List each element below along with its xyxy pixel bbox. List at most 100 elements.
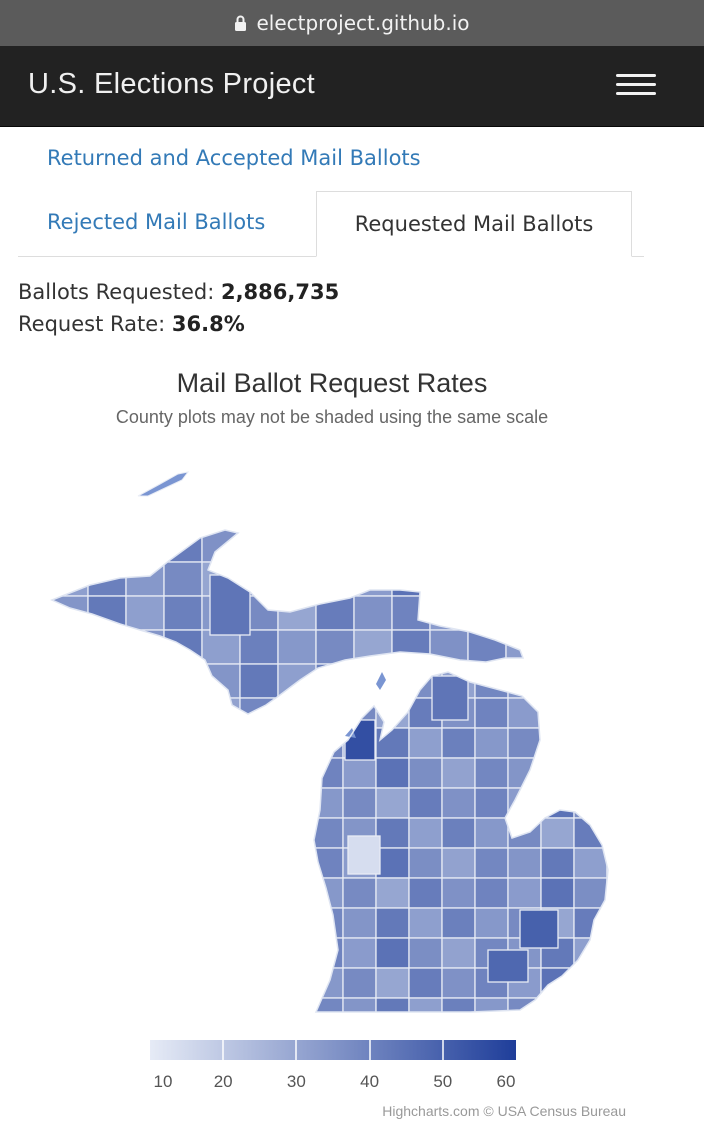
county-shape[interactable] — [125, 663, 165, 699]
county-shape[interactable] — [606, 757, 640, 789]
county-shape[interactable] — [310, 907, 344, 939]
county-shape[interactable] — [391, 595, 431, 631]
county-shape[interactable] — [573, 937, 608, 969]
county-shape[interactable] — [344, 719, 376, 761]
county-shape[interactable] — [310, 877, 344, 909]
county-shape[interactable] — [375, 937, 410, 969]
county-shape[interactable] — [573, 757, 608, 789]
county-shape[interactable] — [50, 561, 89, 597]
county-shape[interactable] — [474, 727, 509, 759]
county-shape[interactable] — [342, 967, 377, 999]
county-shape[interactable] — [87, 697, 127, 732]
county-shape[interactable] — [573, 668, 608, 699]
county-shape[interactable] — [310, 757, 344, 789]
county-shape[interactable] — [342, 757, 377, 789]
county-shape[interactable] — [375, 787, 410, 819]
county-shape[interactable] — [441, 847, 476, 879]
county-shape[interactable] — [441, 727, 476, 759]
hamburger-menu-icon[interactable] — [616, 74, 658, 100]
county-shape[interactable] — [87, 663, 127, 699]
county-shape[interactable] — [50, 697, 89, 732]
county-shape[interactable] — [474, 907, 509, 939]
county-shape[interactable] — [408, 967, 443, 999]
county-shape[interactable] — [573, 817, 608, 849]
county-shape[interactable] — [441, 787, 476, 819]
county-shape[interactable] — [507, 847, 542, 879]
county-shape[interactable] — [353, 595, 393, 631]
county-shape[interactable] — [474, 668, 509, 699]
county-shape[interactable] — [429, 528, 469, 563]
county-shape[interactable] — [163, 629, 203, 665]
county-shape[interactable] — [408, 997, 443, 1028]
county-shape[interactable] — [50, 528, 89, 563]
county-shape[interactable] — [606, 907, 640, 939]
county-shape[interactable] — [408, 907, 443, 939]
county-shape[interactable] — [87, 629, 127, 665]
county-shape[interactable] — [277, 561, 317, 597]
county-shape[interactable] — [606, 937, 640, 969]
county-shape[interactable] — [342, 668, 377, 699]
county-shape[interactable] — [125, 528, 165, 563]
county-shape[interactable] — [310, 727, 344, 759]
county-shape[interactable] — [606, 727, 640, 759]
county-shape[interactable] — [315, 561, 355, 597]
county-shape[interactable] — [441, 937, 476, 969]
county-shape[interactable] — [573, 967, 608, 999]
county-shape[interactable] — [347, 835, 381, 875]
county-shape[interactable] — [505, 528, 544, 563]
county-shape[interactable] — [540, 817, 575, 849]
county-shape[interactable] — [474, 787, 509, 819]
county-shape[interactable] — [573, 907, 608, 939]
county-shape[interactable] — [353, 629, 393, 665]
county-shape[interactable] — [315, 697, 355, 732]
county-shape[interactable] — [310, 967, 344, 999]
county-shape[interactable] — [408, 877, 443, 909]
county-shape[interactable] — [606, 787, 640, 819]
county-shape[interactable] — [163, 697, 203, 732]
county-shape[interactable] — [375, 967, 410, 999]
county-shape[interactable] — [507, 997, 542, 1028]
county-shape[interactable] — [441, 757, 476, 789]
county-shape[interactable] — [540, 727, 575, 759]
county-shape[interactable] — [201, 629, 241, 665]
county-shape[interactable] — [540, 967, 575, 999]
county-shape[interactable] — [573, 727, 608, 759]
county-shape[interactable] — [277, 629, 317, 665]
county-shape[interactable] — [441, 817, 476, 849]
county-shape[interactable] — [315, 528, 355, 563]
county-shape[interactable] — [441, 967, 476, 999]
county-shape[interactable] — [519, 909, 559, 949]
chart-credits[interactable]: Highcharts.com © USA Census Bureau — [382, 1103, 626, 1119]
county-shape[interactable] — [239, 663, 279, 699]
county-shape[interactable] — [474, 847, 509, 879]
county-shape[interactable] — [540, 787, 575, 819]
county-shape[interactable] — [315, 663, 355, 699]
county-shape[interactable] — [353, 528, 393, 563]
county-shape[interactable] — [431, 675, 469, 721]
county-shape[interactable] — [391, 528, 431, 563]
county-shape[interactable] — [315, 629, 355, 665]
county-shape[interactable] — [429, 629, 469, 665]
county-shape[interactable] — [375, 757, 410, 789]
county-shape[interactable] — [239, 528, 279, 563]
county-shape[interactable] — [408, 937, 443, 969]
county-shape[interactable] — [87, 561, 127, 597]
county-shape[interactable] — [540, 997, 575, 1028]
county-shape[interactable] — [408, 757, 443, 789]
browser-url-bar[interactable]: electproject.github.io — [0, 0, 704, 46]
county-shape[interactable] — [125, 697, 165, 732]
county-shape[interactable] — [310, 997, 344, 1028]
county-shape[interactable] — [209, 574, 251, 636]
county-shape[interactable] — [375, 997, 410, 1028]
county-shape[interactable] — [50, 663, 89, 699]
tab-requested[interactable]: Requested Mail Ballots — [316, 191, 632, 257]
county-shape[interactable] — [507, 817, 542, 849]
county-shape[interactable] — [310, 847, 344, 879]
county-shape[interactable] — [474, 817, 509, 849]
county-shape[interactable] — [573, 697, 608, 729]
county-shape[interactable] — [606, 967, 640, 999]
county-shape[interactable] — [375, 877, 410, 909]
county-shape[interactable] — [573, 997, 608, 1028]
county-shape[interactable] — [353, 663, 393, 699]
county-shape[interactable] — [353, 561, 393, 597]
